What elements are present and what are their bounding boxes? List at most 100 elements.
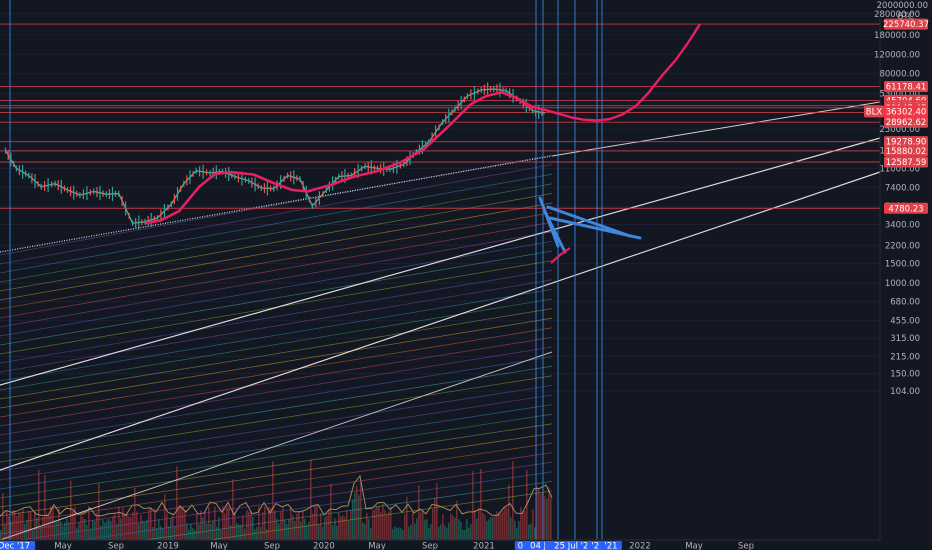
volume-bar [34,512,36,540]
volume-bar [262,512,264,540]
volume-bar [160,526,162,540]
price-tick-label: 680.00 [890,297,920,307]
volume-bar [112,516,114,540]
trend-fan-line [0,231,553,328]
volume-bar [520,507,522,540]
volume-bar [222,506,224,540]
volume-bar [306,524,308,540]
volume-bar [270,507,272,540]
volume-bar [154,508,156,540]
trend-fan-line [0,423,553,508]
volume-bar [268,507,270,540]
volume-bar [200,510,202,540]
volume-bar [208,507,210,540]
volume-bar [494,515,496,540]
volume-bar [410,524,412,540]
price-tick-label: 3400.00 [885,221,920,231]
time-marker-tag-label: '21 [604,542,617,550]
volume-bar [252,517,254,540]
trend-fan-line [0,375,553,463]
volume-bar [30,511,32,540]
volume-bar [548,487,550,540]
volume-bar [366,512,368,540]
volume-bar [132,512,134,540]
price-tick-label: 150.00 [890,370,920,380]
projection-stub [550,247,571,264]
trend-fan-line [0,279,553,373]
current-price-tag [884,105,928,118]
volume-average-line [0,474,553,517]
volume-bar [518,521,520,540]
projection-curve [519,23,701,122]
channel-upper-line [551,101,881,157]
volume-bar [202,517,204,540]
volume-bar [140,514,142,540]
volume-bar [424,519,426,540]
volume-bar [544,496,546,540]
volume-bar [350,510,352,540]
trend-fan-line [0,413,553,499]
volume-bar [94,521,96,540]
time-tick-label: 2020 [313,542,335,550]
volume-bar [174,526,176,540]
volume-bar [400,527,402,540]
volume-bar [124,513,126,540]
volume-bar [338,512,340,540]
trend-fan-line [0,433,553,517]
volume-bar [538,489,540,540]
price-level-tag [884,136,928,148]
volume-bar [328,509,330,540]
volume-bar [234,512,236,540]
channel-bottom-line [0,351,553,541]
projection-arrow [546,205,632,238]
volume-bar [152,527,154,540]
volume-bar [412,512,414,540]
price-level-tag-label: 28962.62 [886,118,927,128]
volume-bar [438,526,440,540]
trend-fan-line [0,356,553,445]
volume-bar [296,513,298,540]
trend-fan-line [0,212,553,310]
volume-bar [374,508,376,540]
volume-bar [58,508,60,540]
volume-bar [158,519,160,540]
volume-bar [218,517,220,540]
price-axis-top-label: 2000000.00 [877,1,928,11]
trend-fan-line [0,452,553,535]
volume-bar [110,521,112,540]
trend-fan-line [0,250,553,346]
price-tick-label: 80000.00 [879,70,920,80]
volume-bar [74,507,76,540]
volume-bar [118,506,120,540]
volume-bar [478,507,480,540]
price-tick-label: 11000.00 [879,164,920,174]
volume-bar [128,516,130,540]
volume-bar [420,512,422,540]
volume-bar [388,511,390,540]
volume-bar [192,528,194,540]
volume-bar [216,526,218,540]
trend-fan-line [0,269,553,364]
volume-bar [370,528,372,540]
volume-bar [464,529,466,540]
price-level-tag [884,116,928,128]
volume-bar [60,521,62,540]
volume-bar [274,510,276,540]
volume-bar [284,519,286,540]
trend-fan-line [0,337,553,427]
volume-bar [18,512,20,540]
price-level-tag-label: 15880.02 [886,147,927,157]
volume-bar [70,480,72,540]
time-marker-tag [600,541,622,550]
price-level-tag [884,202,928,214]
volume-bar [40,526,42,540]
volume-bar [146,519,148,540]
price-level-tag-label: 12587.59 [886,158,927,168]
volume-bar [364,523,366,540]
trend-fan-line [0,202,553,301]
volume-bar [498,512,500,540]
instrument-badge [864,105,884,118]
volume-bar [472,470,474,540]
